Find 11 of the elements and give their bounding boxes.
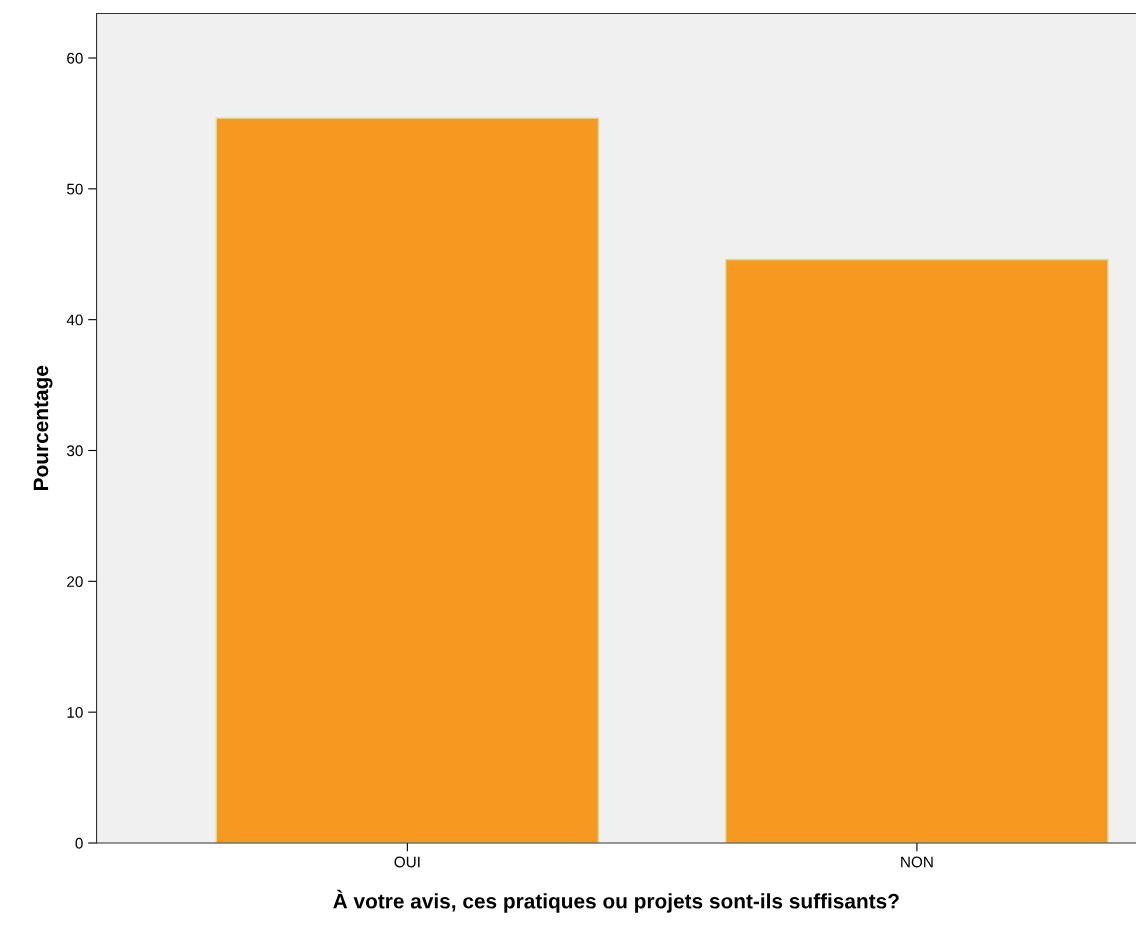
x-tick-label: NON — [901, 856, 933, 868]
x-tick-label: OUI — [394, 856, 420, 868]
y-tick-label: 10 — [67, 707, 83, 718]
y-tick-label: 60 — [67, 52, 83, 64]
y-tick-label: 50 — [66, 183, 83, 195]
y-tick-label: 0 — [75, 837, 83, 849]
y-tick-label: 20 — [67, 576, 83, 588]
y-axis-title: Pourcentage — [33, 365, 53, 490]
x-axis-title: À votre avis, ces pratiques ou projets sont-ils suffisants? — [333, 889, 899, 913]
y-tick-label: 30 — [66, 445, 83, 457]
y-tick-label: 40 — [66, 314, 83, 326]
